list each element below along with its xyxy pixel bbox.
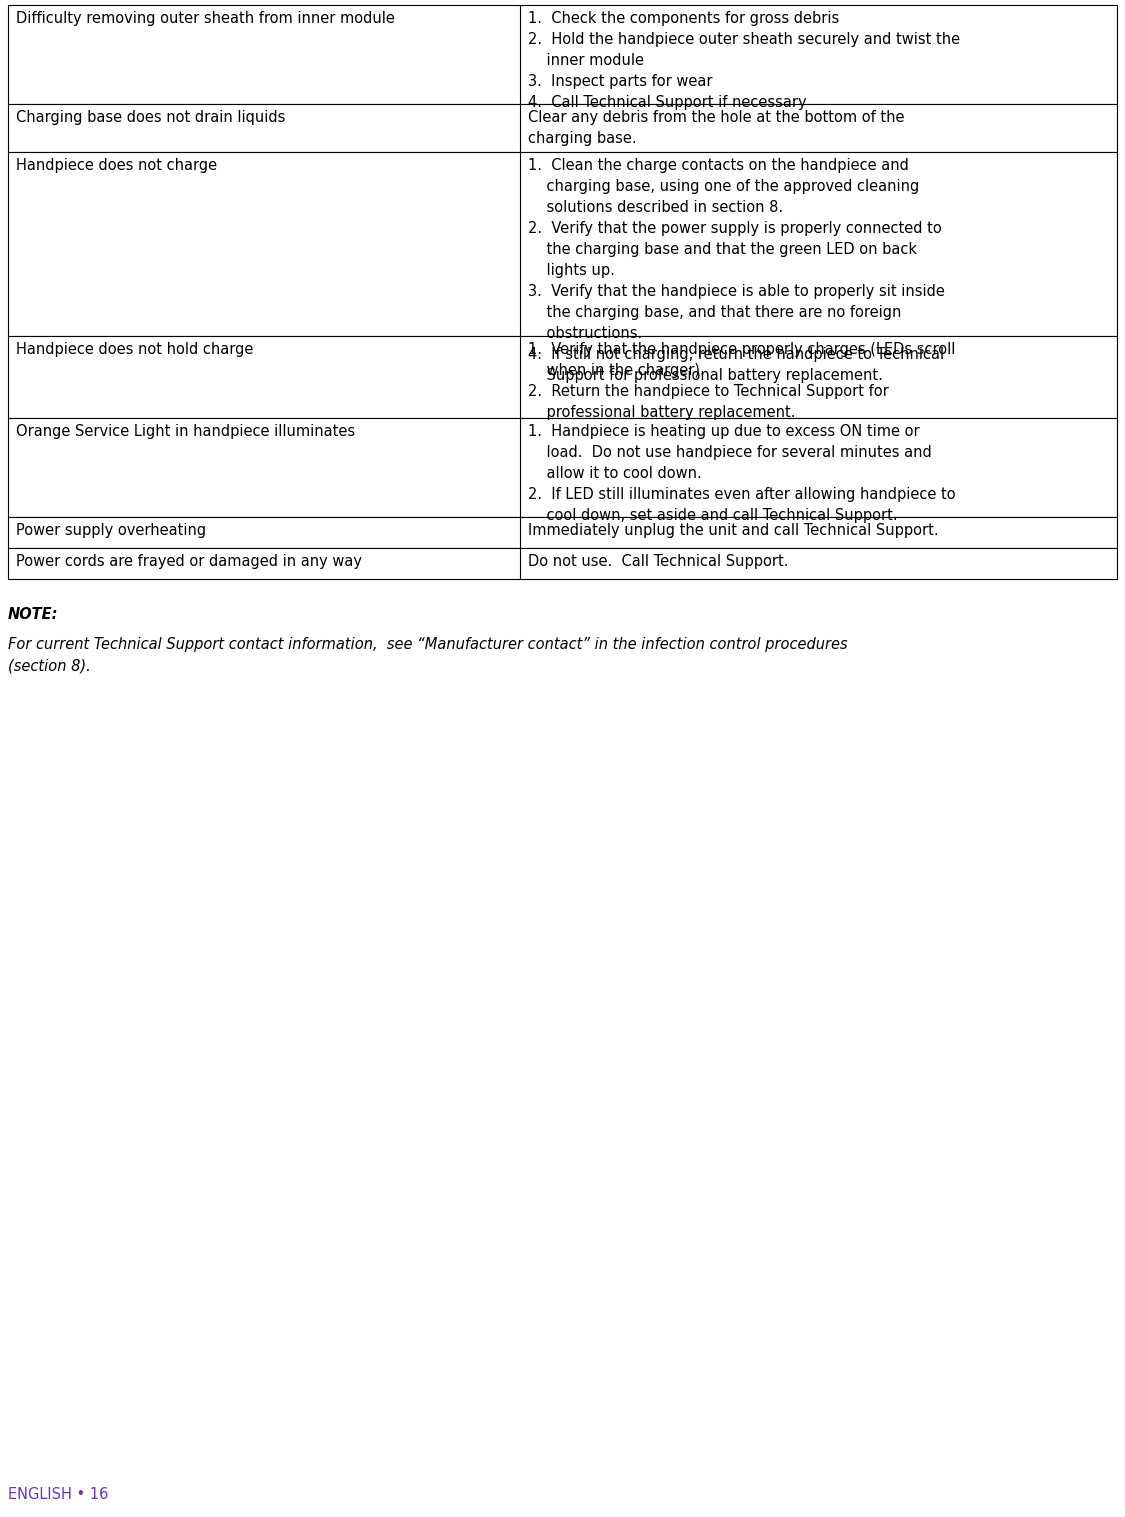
Text: Power supply overheating: Power supply overheating [16, 523, 206, 539]
Text: Clear any debris from the hole at the bottom of the
charging base.: Clear any debris from the hole at the bo… [529, 111, 904, 146]
Text: Immediately unplug the unit and call Technical Support.: Immediately unplug the unit and call Tec… [529, 523, 939, 539]
Text: 1.  Check the components for gross debris
2.  Hold the handpiece outer sheath se: 1. Check the components for gross debris… [529, 11, 961, 111]
Text: Handpiece does not charge: Handpiece does not charge [16, 158, 217, 173]
Bar [8, 152, 1117, 337]
Text: 1.  Handpiece is heating up due to excess ON time or
    load.  Do not use handp: 1. Handpiece is heating up due to excess… [529, 425, 956, 523]
Bar [8, 419, 1117, 517]
Text: NOTE:: NOTE: [8, 607, 58, 622]
Bar [8, 105, 1117, 152]
Text: Difficulty removing outer sheath from inner module: Difficulty removing outer sheath from in… [16, 11, 395, 26]
Text: Handpiece does not hold charge: Handpiece does not hold charge [16, 343, 253, 356]
Bar [8, 548, 1117, 579]
Bar [8, 337, 1117, 419]
Text: For current Technical Support contact information,  see “Manufacturer contact” i: For current Technical Support contact in… [8, 637, 847, 674]
Text: Orange Service Light in handpiece illuminates: Orange Service Light in handpiece illumi… [16, 425, 356, 440]
Text: 1.  Clean the charge contacts on the handpiece and
    charging base, using one : 1. Clean the charge contacts on the hand… [529, 158, 945, 384]
Text: Power cords are frayed or damaged in any way: Power cords are frayed or damaged in any… [16, 554, 362, 569]
Bar [8, 517, 1117, 548]
Text: Do not use.  Call Technical Support.: Do not use. Call Technical Support. [529, 554, 789, 569]
Text: ENGLISH • 16: ENGLISH • 16 [8, 1487, 108, 1502]
Bar [8, 5, 1117, 105]
Text: Charging base does not drain liquids: Charging base does not drain liquids [16, 111, 286, 124]
Text: 1.  Verify that the handpiece properly charges (LEDs scroll
    when in the char: 1. Verify that the handpiece properly ch… [529, 343, 956, 420]
